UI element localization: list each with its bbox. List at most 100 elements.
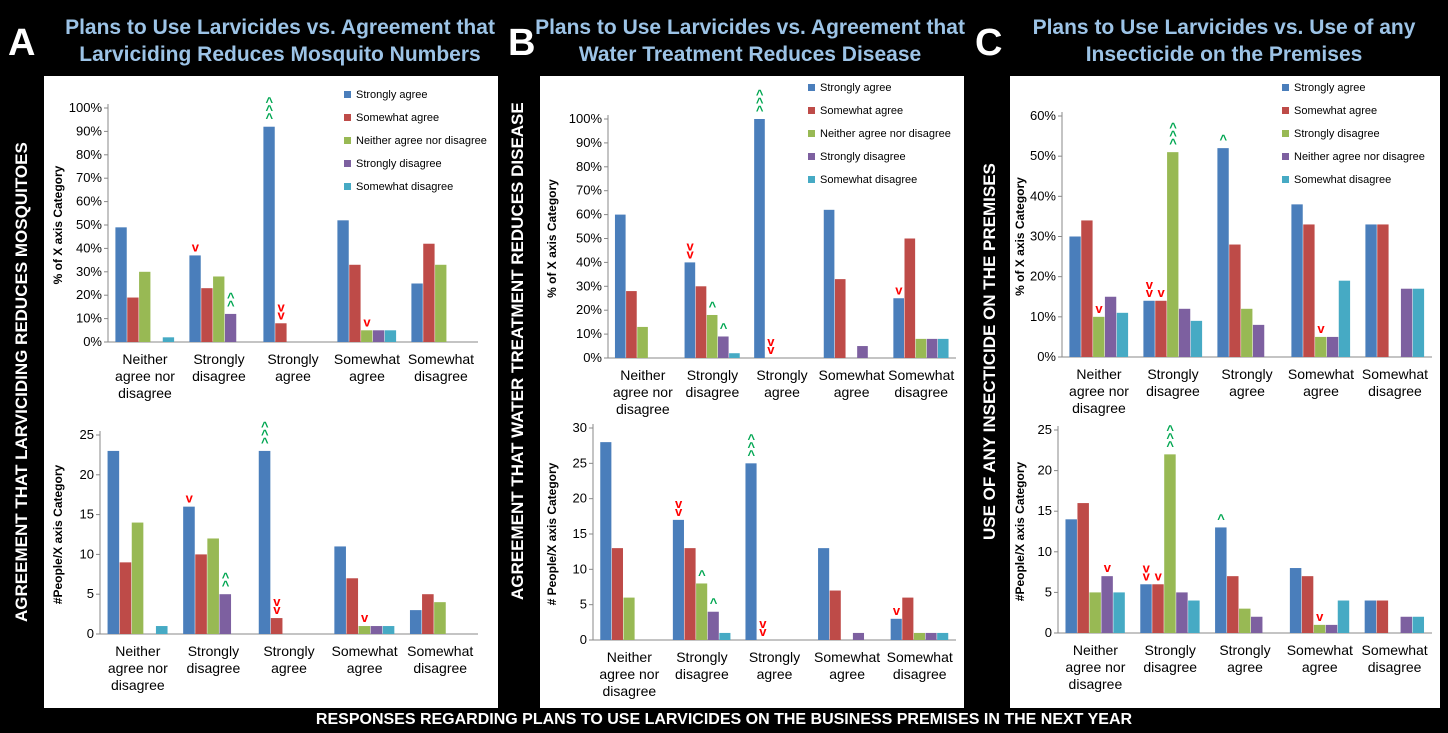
significance-marker-glyph: v [1146, 277, 1154, 292]
significance-marker: ^ ^ [227, 290, 235, 313]
legend-swatch [1282, 84, 1289, 91]
bar [729, 353, 740, 358]
significance-marker-glyph: v [186, 491, 194, 506]
x-tick-label-line: disagree [686, 384, 740, 400]
bar [937, 632, 949, 640]
significance-marker-glyph: v [1104, 560, 1112, 575]
bar [263, 126, 275, 342]
y-tick-label: 15 [573, 526, 587, 541]
bar [1289, 568, 1302, 633]
x-tick-label: Neither agree nor disagree [115, 351, 175, 401]
bar [1089, 592, 1101, 633]
bar [1313, 624, 1326, 633]
bar [361, 330, 373, 342]
bar [684, 548, 696, 640]
x-tick-label-line: agree [1303, 383, 1339, 399]
y-axis-label: % of X axis Category [51, 165, 65, 284]
bar [1143, 300, 1155, 357]
legend-entry: Neither agree nor disagree [356, 135, 487, 147]
x-tick-label-line: Strongly [687, 367, 738, 383]
significance-marker-glyph: ^ [709, 299, 717, 314]
x-tick-label-line: agree [1302, 659, 1338, 675]
y-axis-label: #People/X axis Category [1013, 461, 1027, 601]
significance-marker-glyph: ^ [261, 427, 269, 442]
x-tick-label-line: agree [1227, 659, 1263, 675]
y-tick-label: 15 [80, 507, 94, 522]
bar [857, 346, 868, 358]
bar [422, 594, 434, 634]
x-tick-label-line: Somewhat [819, 367, 885, 383]
significance-marker: v [363, 314, 371, 329]
significance-marker: ^ ^ ^ [261, 419, 269, 450]
x-tick-label: Strongly disagree [192, 351, 246, 384]
x-tick-label-line: Neither [115, 643, 160, 659]
significance-marker: ^ [698, 567, 706, 582]
y-tick-label: 40% [576, 254, 602, 269]
x-tick-label-line: Neither [620, 367, 665, 383]
x-tick-label: Neither agree nor disagree [108, 643, 168, 693]
x-tick-label-line: Strongly [1147, 366, 1198, 382]
legend-swatch [808, 130, 815, 137]
legend-swatch [808, 176, 815, 183]
x-tick-label: Neither agree nor disagree [613, 367, 673, 417]
x-tick-label: Neither agree nor disagree [1069, 366, 1129, 416]
x-tick-label-line: agree [347, 660, 383, 676]
bar [115, 227, 127, 342]
y-tick-label: 30% [1030, 229, 1056, 244]
x-tick-label: Somewhat disagree [1362, 366, 1428, 399]
y-tick-label: 5 [87, 586, 94, 601]
bar [1315, 336, 1327, 357]
bar [684, 262, 696, 358]
x-tick-label-line: disagree [111, 677, 165, 693]
legend-swatch [1282, 153, 1289, 160]
bar [358, 626, 371, 634]
significance-marker-glyph: v [1316, 609, 1324, 624]
bar [219, 594, 232, 634]
significance-marker-glyph: ^ [266, 111, 274, 126]
x-tick-label-line: Somewhat [1362, 642, 1428, 658]
x-tick-label-line: agree [349, 368, 385, 384]
x-tick-label-line: disagree [616, 401, 670, 417]
y-tick-label: 100% [69, 100, 103, 115]
y-tick-label: 10% [1030, 309, 1056, 324]
y-tick-label: 40% [1030, 188, 1056, 203]
bar [834, 279, 846, 358]
bar [1400, 288, 1413, 357]
bar [1241, 308, 1253, 357]
significance-marker: v [1158, 285, 1166, 300]
y-tick-label: 50% [576, 231, 602, 246]
x-tick-label-line: disagree [1069, 676, 1123, 692]
bar [1164, 454, 1176, 633]
significance-marker: ^ ^ ^ [266, 95, 274, 126]
chart-A-count: 0 5 10 15 20 25 #People/X axis Category Neither… [51, 419, 478, 693]
x-tick-label: Strongly agree [263, 643, 314, 676]
x-tick-label-line: agree [1229, 383, 1265, 399]
significance-marker: ^ ^ ^ [747, 431, 755, 462]
panel-c-title: Plans to Use Larvicides vs. Use of any I… [1000, 14, 1448, 68]
x-tick-label-line: disagree [675, 666, 729, 682]
bar [719, 632, 731, 640]
bar [1155, 300, 1167, 357]
significance-marker-glyph: v [1143, 560, 1151, 575]
significance-marker-glyph: v [1317, 321, 1325, 336]
significance-marker-glyph: v [1143, 568, 1151, 583]
x-tick-label-line: Strongly [1221, 366, 1272, 382]
x-tick-label: Somewhat agree [1287, 642, 1353, 675]
x-tick-label-line: Strongly [749, 649, 800, 665]
legend-swatch [808, 153, 815, 160]
y-tick-label: 25 [1038, 422, 1052, 437]
x-tick-label-line: Neither [1076, 366, 1121, 382]
bar [1301, 576, 1314, 633]
bar [1364, 600, 1377, 633]
bar [696, 583, 708, 640]
chart-B-count: 0 5 10 15 20 25 30 # People/X axis Category Neit… [545, 420, 956, 699]
x-tick-label-line: disagree [894, 384, 948, 400]
x-tick-label: Somewhat agree [332, 643, 398, 676]
bar [706, 314, 718, 358]
bar [423, 243, 435, 342]
bar [1291, 204, 1303, 357]
legend-swatch [808, 84, 815, 91]
significance-marker-glyph: v [1146, 285, 1154, 300]
